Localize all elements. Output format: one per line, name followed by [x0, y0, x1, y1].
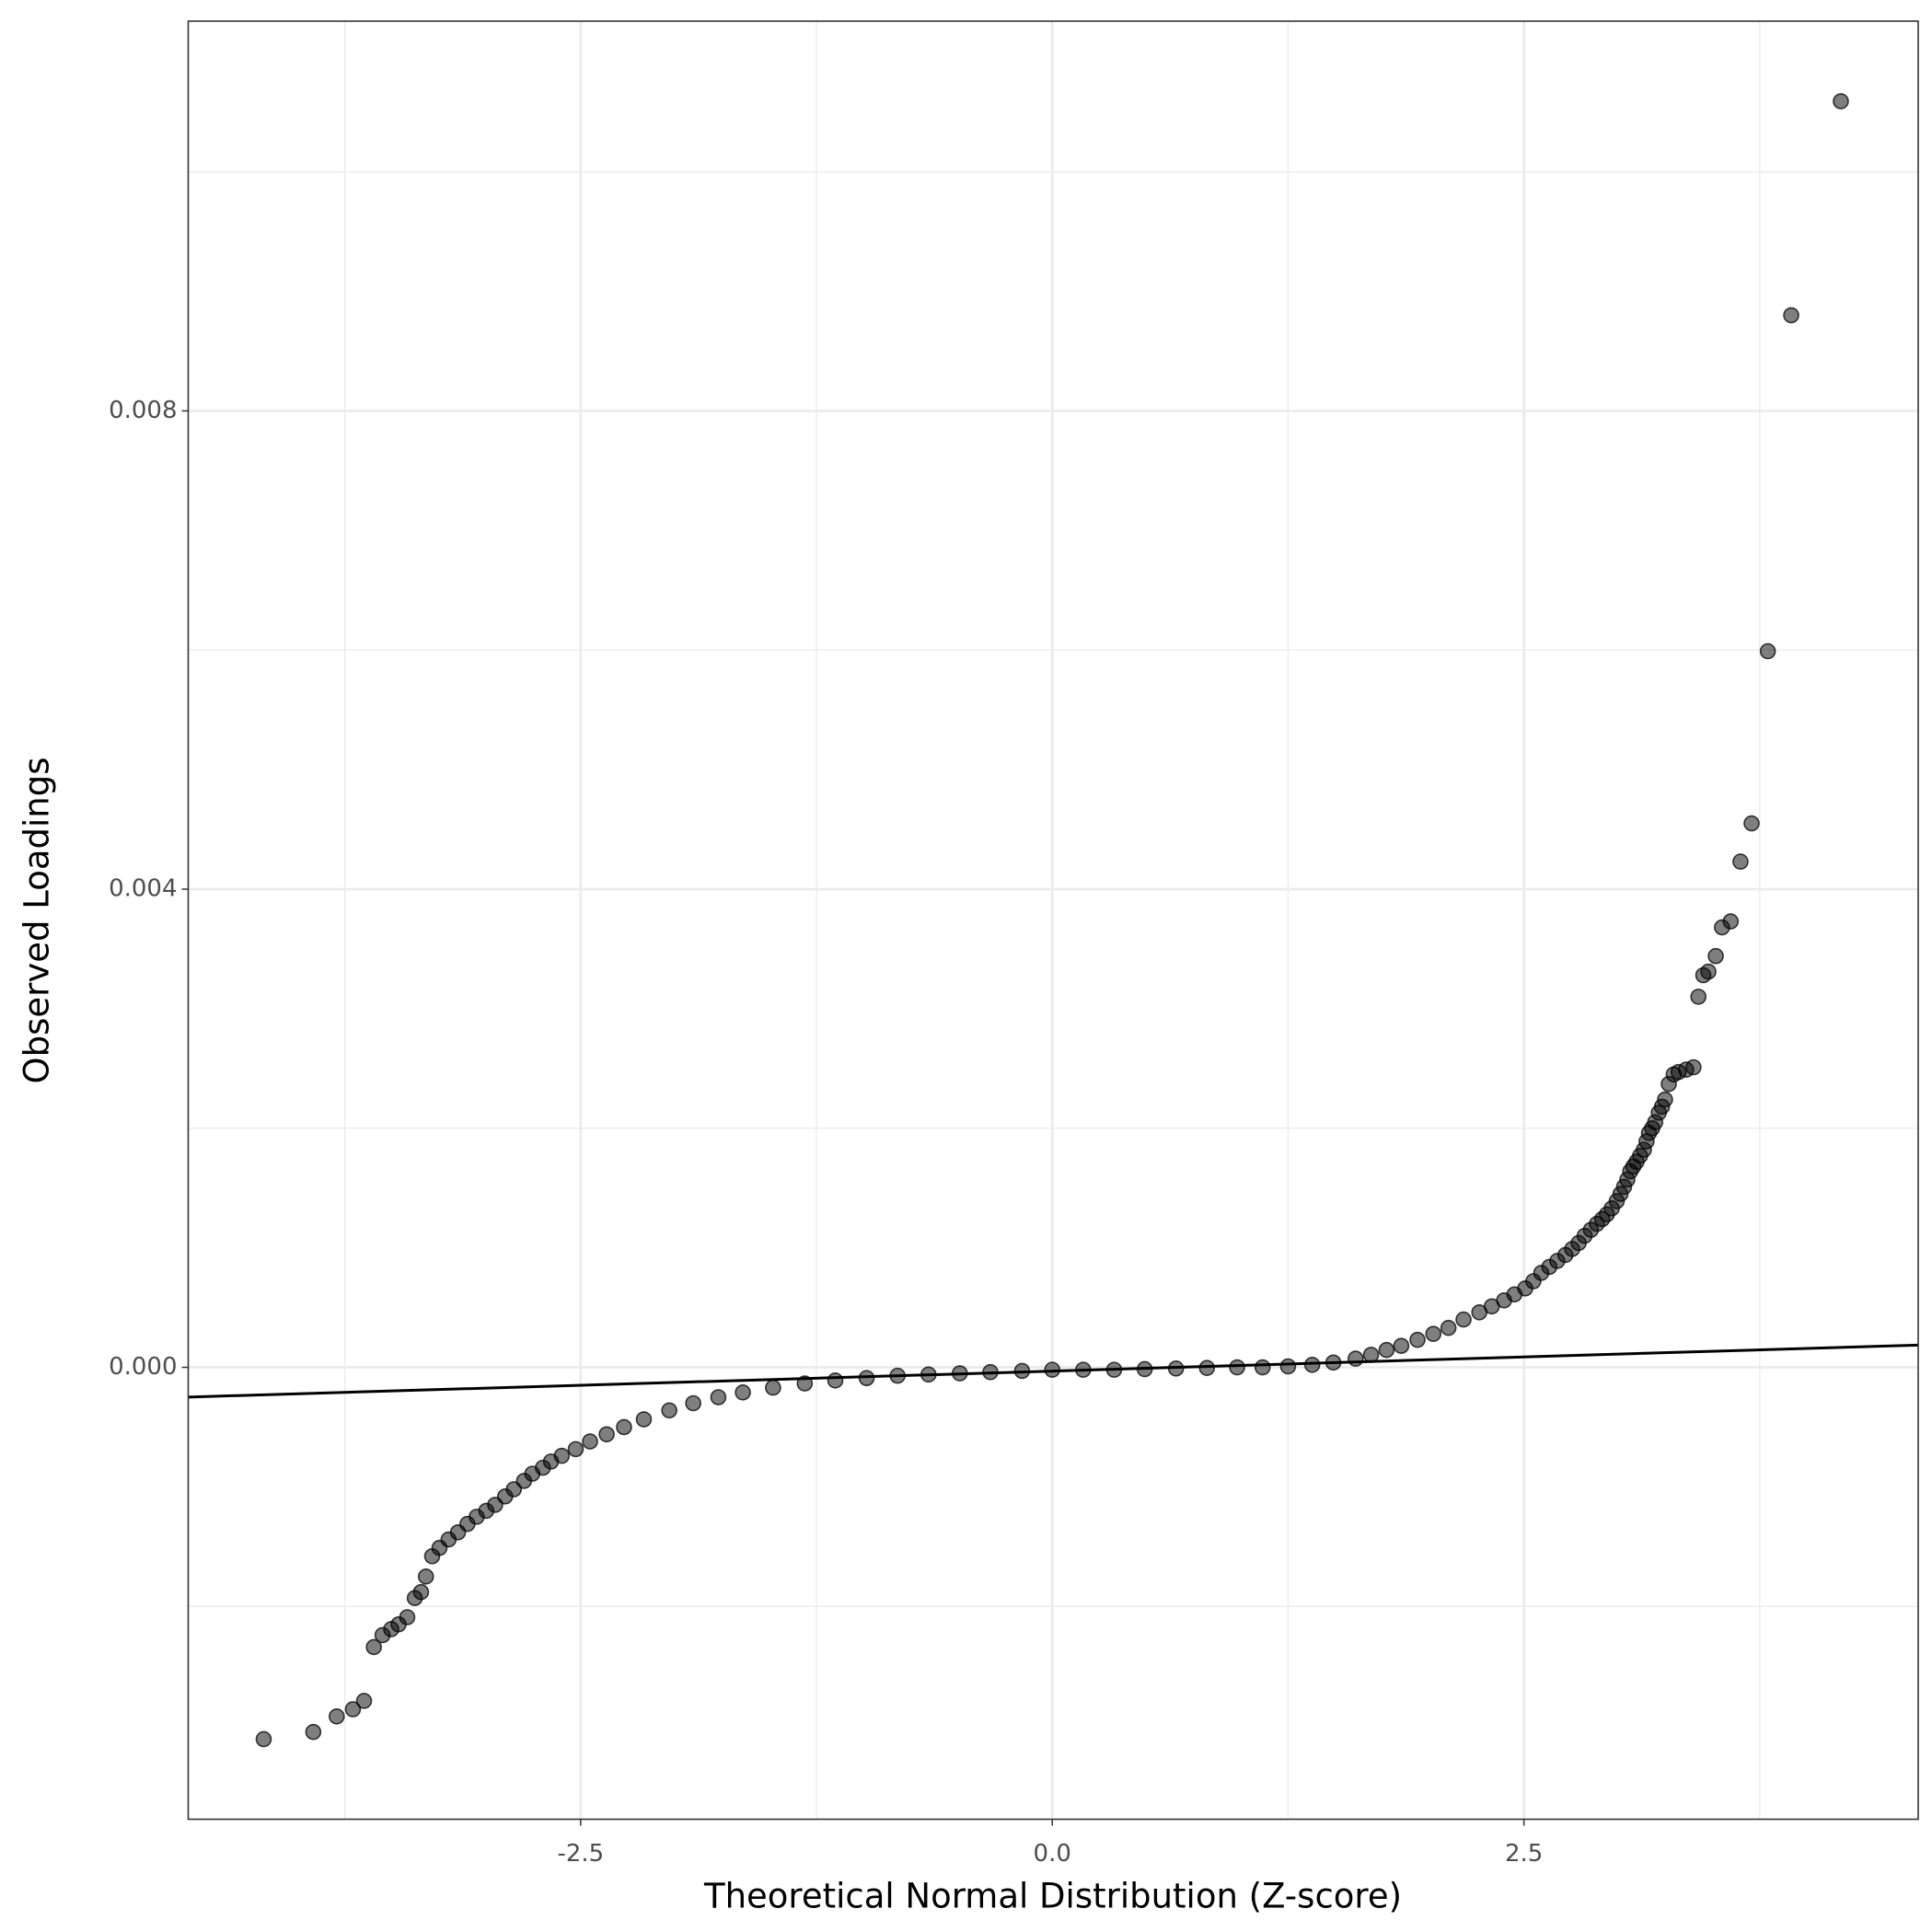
- point: [765, 1379, 781, 1396]
- point: [1700, 963, 1717, 980]
- point: [1254, 1359, 1271, 1376]
- point: [1759, 642, 1776, 660]
- y-tick-label: 0.008: [109, 397, 177, 424]
- x-axis-title: Theoretical Normal Distribution (Z-score…: [703, 1877, 1402, 1916]
- point: [1409, 1331, 1426, 1348]
- x-tick-label: 0.0: [1034, 1840, 1071, 1868]
- point: [710, 1389, 727, 1406]
- reference-line: [188, 1343, 1918, 1399]
- point: [616, 1418, 632, 1436]
- point: [355, 1693, 373, 1709]
- point: [1348, 1350, 1364, 1367]
- point: [1743, 815, 1760, 832]
- point: [553, 1447, 571, 1464]
- point: [1783, 307, 1799, 324]
- point: [255, 1730, 272, 1748]
- point: [1303, 1357, 1321, 1373]
- point: [412, 1583, 430, 1601]
- point: [1685, 1059, 1702, 1076]
- point: [567, 1440, 584, 1458]
- x-tick-label: -2.5: [557, 1840, 604, 1868]
- point: [1229, 1359, 1245, 1376]
- y-tick-label: 0.004: [109, 874, 177, 902]
- point: [1440, 1319, 1457, 1336]
- point: [1378, 1341, 1395, 1359]
- point: [1690, 989, 1707, 1005]
- point: [1279, 1358, 1297, 1375]
- plot-layer: [188, 93, 1918, 1748]
- point: [329, 1707, 345, 1725]
- point: [827, 1372, 844, 1389]
- point: [598, 1426, 615, 1443]
- point: [1425, 1325, 1442, 1342]
- point: [344, 1701, 362, 1718]
- y-axis-title: Observed Loadings: [17, 757, 57, 1083]
- point: [305, 1723, 322, 1741]
- point: [1722, 913, 1740, 930]
- point: [1657, 1091, 1673, 1108]
- point: [1732, 853, 1749, 870]
- point: [1362, 1347, 1380, 1363]
- point: [365, 1638, 382, 1656]
- point: [635, 1411, 653, 1428]
- point: [1393, 1337, 1410, 1354]
- point: [582, 1433, 598, 1450]
- point: [1833, 93, 1849, 110]
- x-tick-label: 2.5: [1505, 1840, 1543, 1868]
- point: [1455, 1311, 1472, 1328]
- point: [399, 1609, 416, 1625]
- point: [685, 1394, 701, 1412]
- point: [735, 1384, 751, 1401]
- plot-border: [187, 20, 1919, 1821]
- y-tick-label: 0.000: [109, 1353, 177, 1381]
- point: [417, 1568, 434, 1585]
- point: [1707, 947, 1724, 965]
- point: [661, 1402, 677, 1419]
